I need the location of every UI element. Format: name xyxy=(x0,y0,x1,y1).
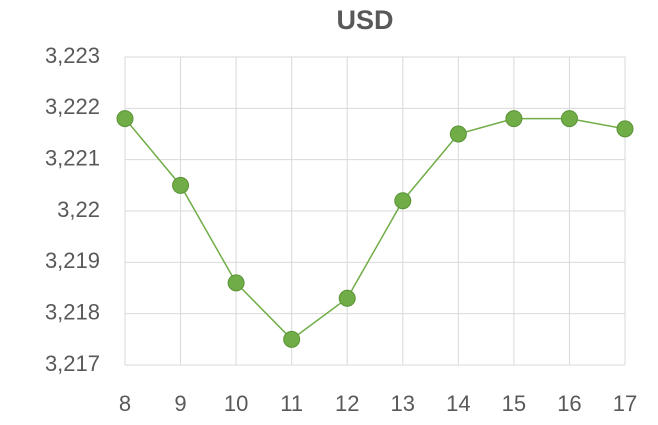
y-tick-label: 3,222 xyxy=(45,94,100,119)
data-point xyxy=(449,125,467,143)
y-tick-label: 3,221 xyxy=(45,145,100,170)
x-tick-label: 9 xyxy=(174,391,186,416)
data-point xyxy=(283,330,301,348)
chart-title: USD xyxy=(336,5,393,35)
x-tick-label: 8 xyxy=(119,391,131,416)
x-tick-label: 10 xyxy=(224,391,248,416)
x-tick-label: 11 xyxy=(280,391,303,416)
x-tick-label: 17 xyxy=(613,391,637,416)
data-point xyxy=(394,192,412,210)
data-point xyxy=(172,176,190,194)
x-tick-label: 12 xyxy=(335,391,359,416)
data-line xyxy=(124,117,626,341)
data-point xyxy=(616,120,634,138)
x-tick-label: 16 xyxy=(557,391,581,416)
x-tick-label: 13 xyxy=(391,391,415,416)
x-tick-label: 14 xyxy=(446,391,470,416)
y-tick-label: 3,219 xyxy=(45,248,100,273)
data-point xyxy=(505,110,523,128)
data-point xyxy=(116,110,134,128)
y-tick-label: 3,22 xyxy=(57,197,100,222)
data-point xyxy=(338,289,356,307)
x-tick-label: 15 xyxy=(502,391,526,416)
data-point xyxy=(560,110,578,128)
y-tick-label: 3,223 xyxy=(45,43,100,68)
data-point xyxy=(227,274,245,292)
y-tick-label: 3,218 xyxy=(45,299,100,324)
y-tick-label: 3,217 xyxy=(45,351,100,376)
